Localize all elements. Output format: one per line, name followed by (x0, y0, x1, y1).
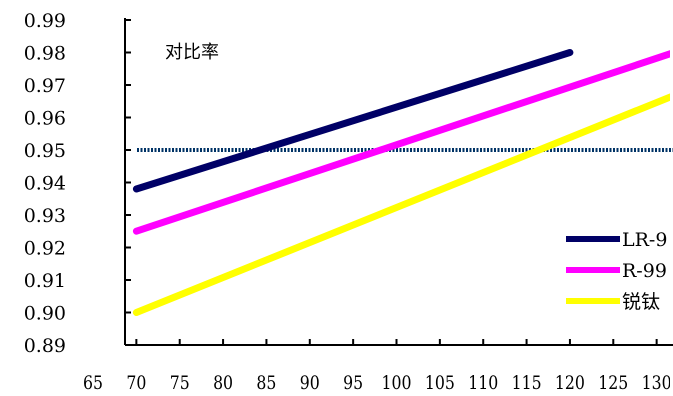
y-tick-label: 0.96 (24, 108, 66, 130)
series-line-3 (132, 93, 670, 316)
y-tick-label: 0.90 (24, 303, 66, 325)
y-tick-label: 0.99 (24, 10, 66, 32)
y-tick-label: 0.94 (24, 173, 66, 195)
x-tick-label: 70 (126, 372, 146, 394)
y-tick-label: 0.92 (24, 238, 66, 260)
y-tick-label: 0.97 (24, 75, 66, 97)
x-tick-label: 65 (83, 372, 103, 394)
x-tick-label: 75 (170, 372, 190, 394)
legend-label-3: 锐钛 (622, 291, 660, 313)
x-tick-label: 120 (555, 372, 585, 394)
x-tick-label: 115 (512, 372, 542, 394)
x-tick-label: 105 (425, 372, 455, 394)
x-tick-label: 100 (382, 372, 412, 394)
y-tick-label: 0.89 (24, 335, 66, 357)
x-tick-label: 85 (256, 372, 276, 394)
x-tick-label: 80 (213, 372, 233, 394)
y-tick-label: 0.93 (24, 205, 66, 227)
y-tick-label: 0.91 (24, 270, 66, 292)
x-tick-label: 110 (468, 372, 498, 394)
series-line-2 (132, 50, 670, 235)
legend-label-1: LR-9 (622, 229, 667, 251)
x-tick-label: 95 (343, 372, 363, 394)
y-tick-label: 0.95 (24, 140, 66, 162)
legend-label-2: R-99 (622, 260, 667, 282)
x-tick-label: 130 (642, 372, 672, 394)
chart-title: 对比率 (165, 42, 219, 63)
x-tick-label: 125 (598, 372, 628, 394)
series-line-1 (132, 49, 574, 193)
y-tick-label: 0.98 (24, 43, 66, 65)
x-tick-label: 90 (300, 372, 320, 394)
